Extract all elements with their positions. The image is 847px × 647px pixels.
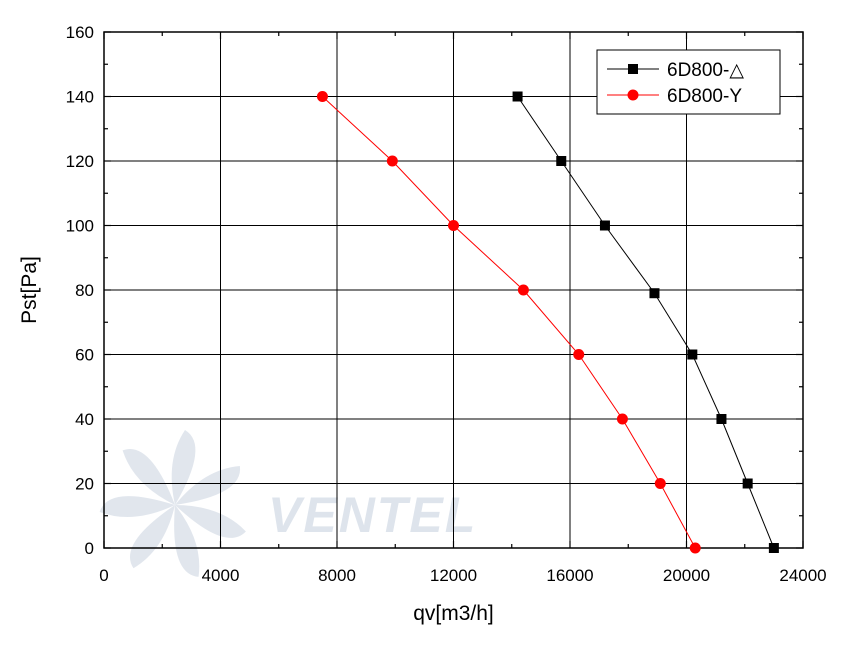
legend-marker-square: [628, 64, 638, 74]
x-tick-label: 0: [99, 566, 108, 585]
y-tick-label: 140: [66, 88, 94, 107]
watermark-text: VENTEL: [268, 487, 477, 543]
data-point-circle: [386, 155, 398, 167]
legend: 6D800-△ 6D800-Y: [596, 49, 781, 115]
series-0: [512, 91, 779, 553]
watermark-fan-icon: [99, 430, 246, 577]
y-tick-label: 160: [66, 23, 94, 42]
y-tick-label: 60: [75, 346, 94, 365]
x-tick-label: 8000: [318, 566, 356, 585]
x-tick-label: 24000: [779, 566, 826, 585]
watermark-fan-blade: [175, 466, 240, 505]
data-point-square: [742, 478, 753, 489]
axes: 0 4000 8000 12000 16000 20000 24000 0 20 40 60 80 10…: [18, 23, 827, 625]
y-tick-label: 20: [75, 475, 94, 494]
legend-label: 6D800-Y: [667, 86, 742, 107]
data-point-circle: [448, 220, 459, 231]
series-layer: [316, 91, 779, 554]
y-tick-label: 40: [75, 410, 94, 429]
data-point-circle: [573, 349, 585, 360]
watermark-fan-blade: [99, 496, 175, 517]
x-tick-label: 12000: [430, 566, 477, 585]
data-point-circle: [654, 478, 666, 489]
x-tick-label: 4000: [202, 566, 240, 585]
series-1: [316, 91, 701, 554]
watermark: VENTEL: [99, 430, 477, 577]
y-axis-label: Pst[Pa]: [18, 256, 41, 324]
data-point-square: [716, 414, 727, 424]
data-point-square: [599, 220, 610, 231]
legend-box: [596, 49, 781, 115]
data-point-circle: [689, 542, 701, 554]
legend-marker-circle: [627, 89, 639, 101]
series-line: [517, 96, 775, 549]
x-axis-label: qv[m3/h]: [413, 602, 494, 625]
legend-label: 6D800-△: [667, 60, 744, 81]
y-tick-label: 100: [66, 217, 94, 236]
watermark-fan-blade: [171, 430, 196, 505]
data-point-square: [649, 288, 660, 299]
data-point-square: [556, 156, 567, 166]
data-point-circle: [316, 91, 328, 102]
data-point-square: [687, 349, 698, 360]
legend-item-1: 6D800-Y: [607, 86, 742, 107]
data-point-square: [512, 91, 523, 102]
watermark-fan-blade: [129, 505, 175, 569]
watermark-fan-blade: [175, 505, 246, 538]
legend-item-0: 6D800-△: [607, 60, 744, 81]
data-point-circle: [616, 413, 628, 425]
data-point-square: [768, 543, 779, 553]
y-tick-label: 0: [85, 539, 94, 558]
y-tick-label: 80: [75, 281, 94, 300]
watermark-fan-blade: [174, 505, 200, 577]
grid: [104, 32, 803, 548]
watermark-fan-blade: [122, 449, 175, 505]
series-line: [322, 96, 696, 549]
y-tick-label: 120: [66, 152, 94, 171]
data-point-circle: [517, 284, 529, 296]
x-tick-label: 16000: [546, 566, 593, 585]
x-tick-label: 20000: [663, 566, 710, 585]
